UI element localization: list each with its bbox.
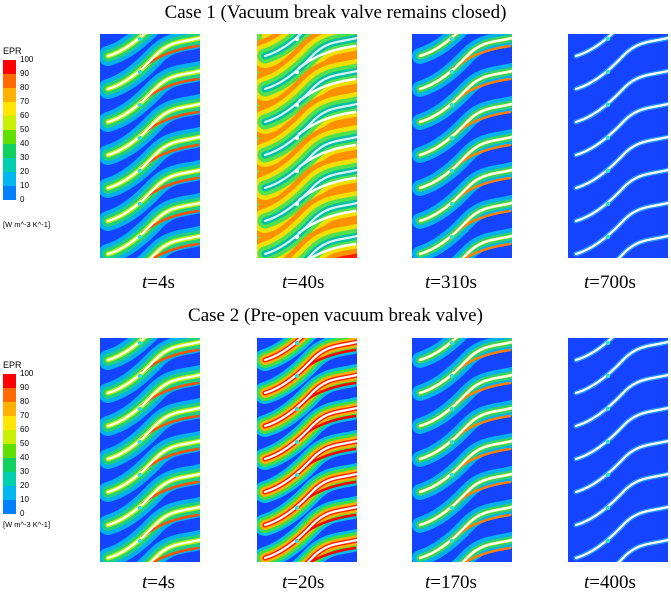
legend-swatch [3,486,16,500]
legend-tick: 40 [20,453,29,462]
legend-tick: 70 [20,97,29,106]
legend-swatch [3,444,16,458]
legend-tick: 40 [20,139,29,148]
case2-time-3: t=170s [425,572,477,593]
case1-time-1: t=4s [142,272,175,293]
legend-tick: 30 [20,153,29,162]
legend-colorbar [3,60,16,200]
legend-unit: [W m^-3 K^-1] [3,520,51,529]
legend-tick: 80 [20,83,29,92]
legend-tick: 10 [20,181,29,190]
contour-plot [412,34,512,258]
legend-swatch [3,388,16,402]
case1-panel-1 [100,34,200,258]
contour-plot [568,34,668,258]
legend-tick: 60 [20,425,29,434]
contour-plot [257,338,357,562]
legend-swatch [3,60,16,74]
legend-tick: 50 [20,125,29,134]
legend-tick: 100 [20,369,34,378]
case1-title: Case 1 (Vacuum break valve remains close… [164,2,507,23]
contour-plot [100,34,200,258]
legend-tick: 20 [20,167,29,176]
legend-tick: 20 [20,481,29,490]
legend-tick: 50 [20,439,29,448]
case1-panel-4 [568,34,668,258]
case2-panel-1 [100,338,200,562]
legend-swatch [3,430,16,444]
legend-swatch [3,402,16,416]
contour-plot [568,338,668,562]
legend-swatch [3,130,16,144]
contour-plot [257,34,357,258]
legend-tick: 70 [20,411,29,420]
legend-unit: [W m^-3 K^-1] [3,220,51,229]
legend-swatch [3,458,16,472]
legend-colorbar [3,374,16,514]
contour-plot [100,338,200,562]
case1-panel-3 [412,34,512,258]
legend-title: EPR [3,360,22,370]
legend-swatch [3,416,16,430]
legend-swatch [3,472,16,486]
legend-swatch [3,144,16,158]
legend-swatch [3,500,16,514]
legend-tick: 80 [20,397,29,406]
legend-swatch [3,186,16,200]
case1-time-4: t=700s [584,272,636,293]
case2-time-1: t=4s [142,572,175,593]
case1-time-3: t=310s [425,272,477,293]
case2-panel-4 [568,338,668,562]
legend-swatch [3,172,16,186]
case1-panel-2 [257,34,357,258]
case2-panel-2 [257,338,357,562]
legend-swatch [3,116,16,130]
case2-time-2: t=20s [282,572,325,593]
legend-tick: 90 [20,69,29,78]
legend-swatch [3,374,16,388]
legend-tick: 100 [20,55,34,64]
legend-tick: 0 [20,509,25,518]
legend-tick: 60 [20,111,29,120]
legend-swatch [3,74,16,88]
legend-title: EPR [3,46,22,56]
legend-tick: 0 [20,195,25,204]
legend-tick: 30 [20,467,29,476]
case1-time-2: t=40s [282,272,325,293]
case2-time-4: t=400s [584,572,636,593]
legend-swatch [3,158,16,172]
legend-swatch [3,88,16,102]
contour-plot [412,338,512,562]
case2-title: Case 2 (Pre-open vacuum break valve) [188,305,483,326]
legend-tick: 90 [20,383,29,392]
legend-swatch [3,102,16,116]
case2-panel-3 [412,338,512,562]
legend-tick: 10 [20,495,29,504]
